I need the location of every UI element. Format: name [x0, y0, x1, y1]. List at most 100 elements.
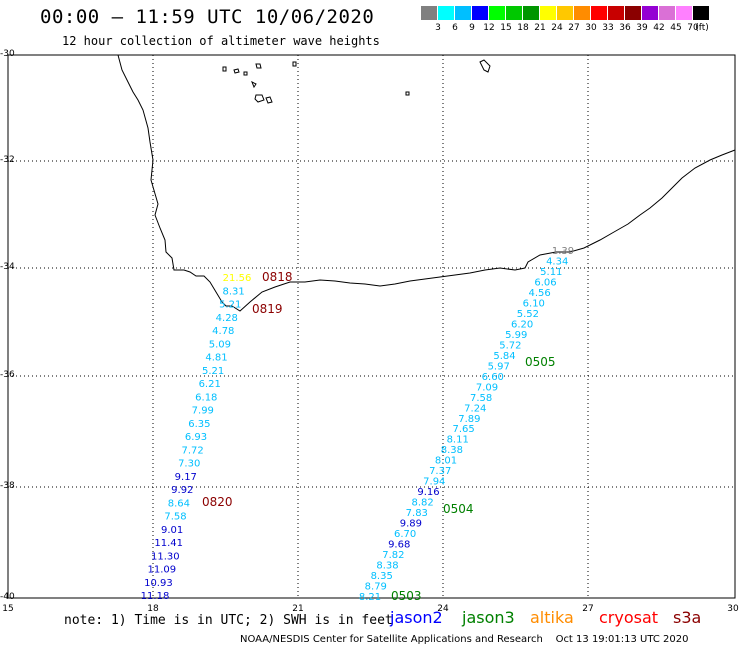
colorbar-label: 70	[687, 23, 699, 33]
wave-height-value: 8.11	[447, 435, 469, 446]
longitude-label: 27	[582, 604, 594, 614]
wave-height-value: 5.84	[493, 351, 515, 362]
time-labels: 0818 0819 0820 0505 0504 0503	[202, 270, 556, 603]
wave-height-value: 7.58	[470, 393, 492, 404]
wave-height-value: 6.18	[195, 392, 217, 403]
colorbar-label: 39	[636, 23, 648, 33]
colorbar-swatch	[472, 6, 489, 20]
pass-time-label: 0820	[202, 495, 233, 509]
pass-time-label: 0505	[525, 355, 556, 369]
lat-lon-grid	[8, 55, 735, 598]
colorbar-swatch	[625, 6, 642, 20]
wave-height-value: 7.65	[452, 424, 474, 435]
wave-height-value: 7.09	[476, 382, 498, 393]
latitude-label: -32	[0, 155, 15, 165]
wave-height-value: 5.52	[517, 309, 539, 320]
colorbar-swatch	[608, 6, 625, 20]
colorbar-label: 3	[435, 23, 441, 33]
latitude-label: -34	[0, 262, 15, 272]
satellite-legend-item: altika	[530, 608, 574, 627]
wave-height-value: 7.72	[181, 445, 203, 456]
wave-height-value: 8.64	[168, 498, 190, 509]
wave-height-value: 9.16	[417, 487, 439, 498]
wave-height-value: 10.93	[144, 578, 173, 589]
wave-height-value: 5.21	[219, 300, 241, 311]
wave-height-value: 5.99	[505, 330, 527, 341]
wave-height-value: 5.72	[499, 340, 521, 351]
latitude-label: -36	[0, 370, 15, 380]
islands	[222, 59, 491, 104]
colorbar-swatch	[455, 6, 472, 20]
longitude-label: 15	[2, 604, 14, 614]
latitude-label: -40	[0, 592, 15, 602]
colorbar-label: 33	[602, 23, 614, 33]
wave-height-value: 6.21	[199, 379, 221, 390]
wave-height-value: 5.09	[209, 339, 231, 350]
coastline	[117, 54, 736, 312]
colorbar-label: 12	[483, 23, 495, 33]
colorbar-swatch	[574, 6, 591, 20]
colorbar-label: 15	[500, 23, 512, 33]
wave-height-value: 4.34	[546, 257, 568, 268]
page-title: 00:00 – 11:59 UTC 10/06/2020	[40, 6, 375, 28]
colorbar-swatch	[659, 6, 676, 20]
wave-height-value: 6.70	[394, 529, 416, 540]
pass-time-label: 0504	[443, 502, 474, 516]
pass-time-label: 0818	[262, 270, 293, 284]
wave-height-value: 6.20	[511, 319, 533, 330]
colorbar-swatch	[523, 6, 540, 20]
colorbar-label: (ft)	[695, 23, 709, 33]
wave-height-value: 5.97	[488, 361, 510, 372]
wave-height-value: 11.41	[154, 538, 183, 549]
pass-time-label: 0503	[391, 589, 422, 603]
colorbar-swatch	[693, 6, 710, 20]
wave-height-value: 9.89	[400, 519, 422, 530]
wave-height-value: 5.21	[202, 366, 224, 377]
colorbar-label: 42	[653, 23, 665, 33]
wave-height-value: 1.39	[552, 246, 574, 257]
longitude-label: 18	[147, 604, 159, 614]
wave-height-value: 6.93	[185, 432, 207, 443]
footer-note: note: 1) Time is in UTC; 2) SWH is in fe…	[64, 613, 393, 628]
colorbar-swatch	[506, 6, 523, 20]
page-subtitle: 12 hour collection of altimeter wave hei…	[62, 34, 380, 48]
wave-height-value: 7.37	[429, 466, 451, 477]
colorbar-swatch	[591, 6, 608, 20]
longitude-label: 24	[437, 604, 449, 614]
credit-line: NOAA/NESDIS Center for Satellite Applica…	[240, 634, 689, 645]
colorbar-swatch	[438, 6, 455, 20]
wave-height-value: 7.99	[192, 406, 214, 417]
satellite-legend-item: jason2	[390, 608, 443, 627]
colorbar-swatch	[540, 6, 557, 20]
wave-height-value: 11.18	[141, 591, 170, 602]
wave-height-value: 7.30	[178, 459, 200, 470]
wave-height-value: 7.58	[164, 512, 186, 523]
satellite-legend-item: s3a	[673, 608, 702, 627]
pass-time-label: 0819	[252, 302, 283, 316]
wave-height-value: 9.01	[161, 525, 183, 536]
colorbar-label: 36	[619, 23, 631, 33]
colorbar-label: 21	[534, 23, 546, 33]
wave-height-value: 9.92	[171, 485, 193, 496]
track-west: 21.56 8.31 5.21 4.28 4.78 5.09 4.81 5.21 6.21 6.1…	[141, 273, 252, 602]
wave-height-value: 9.17	[175, 472, 197, 483]
colorbar-swatch	[676, 6, 693, 20]
wave-height-value: 7.24	[464, 403, 486, 414]
colorbar-swatch	[421, 6, 438, 20]
colorbar-label: 18	[517, 23, 529, 33]
wave-height-value: 6.35	[188, 419, 210, 430]
wave-height-value: 6.10	[523, 298, 545, 309]
wave-height-value: 6.60	[482, 372, 504, 383]
wave-height-value: 8.35	[371, 571, 393, 582]
wave-height-value: 7.82	[382, 550, 404, 561]
wave-height-value: 7.94	[423, 477, 445, 488]
wave-height-value: 7.83	[406, 508, 428, 519]
wave-height-value: 8.82	[411, 498, 433, 509]
satellite-legend-item: jason3	[462, 608, 515, 627]
latitude-label: -30	[0, 49, 15, 59]
wave-height-value: 6.06	[534, 278, 556, 289]
colorbar-label: 6	[452, 23, 458, 33]
wave-height-value: 4.28	[216, 313, 238, 324]
wave-height-value: 9.68	[388, 540, 410, 551]
